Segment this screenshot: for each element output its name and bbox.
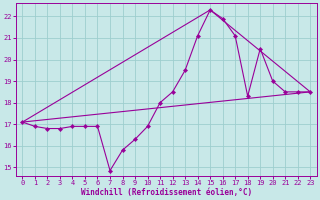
X-axis label: Windchill (Refroidissement éolien,°C): Windchill (Refroidissement éolien,°C) [81, 188, 252, 197]
